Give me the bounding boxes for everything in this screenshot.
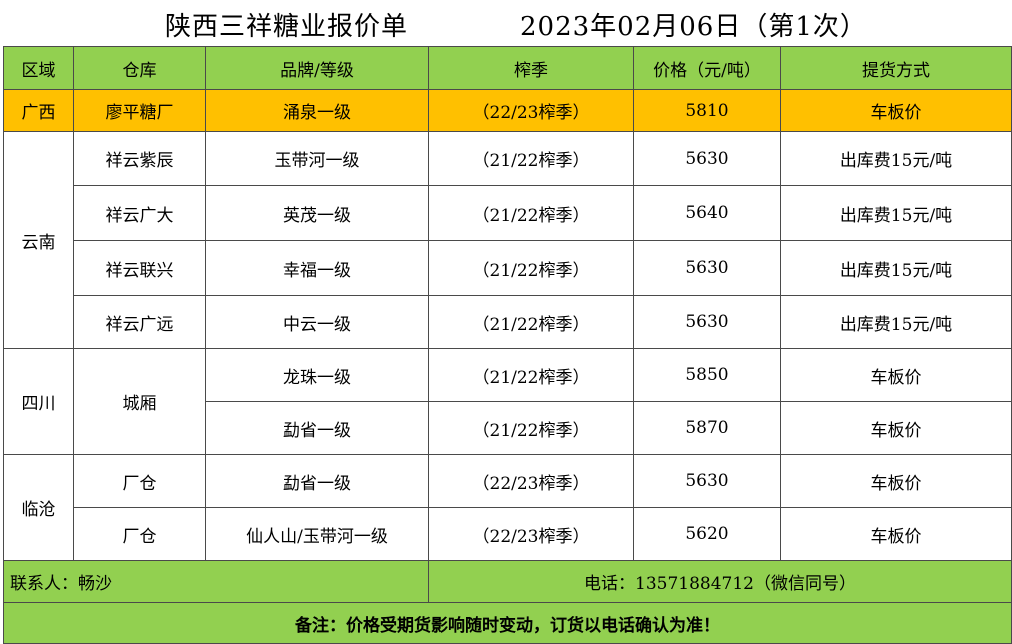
brand-cell: 仙人山/玉带河一级 xyxy=(205,507,429,561)
season-cell: （21/22榨季） xyxy=(428,295,634,349)
table-row: 广西 廖平糖厂 涌泉一级 （22/23榨季） 5810 车板价 xyxy=(3,89,1012,132)
remark-note: 备注：价格受期货影响随时变动，订货以电话确认为准！ xyxy=(3,602,1012,644)
document-title: 陕西三祥糖业报价单 xyxy=(165,12,409,42)
warehouse-cell: 厂仓 xyxy=(73,507,206,561)
brand-cell: 涌泉一级 xyxy=(205,89,429,132)
table-row: 祥云联兴 幸福一级 （21/22榨季） 5630 出库费15元/吨 xyxy=(4,240,1012,296)
price-cell: 5640 xyxy=(633,185,781,241)
price-cell: 5630 xyxy=(633,131,781,186)
document-title-bar: 陕西三祥糖业报价单 2023年02月06日（第1次） xyxy=(0,0,1012,46)
table-row: 祥云广远 中云一级 （21/22榨季） 5630 出库费15元/吨 xyxy=(4,295,1012,349)
season-cell: （22/23榨季） xyxy=(428,89,634,132)
pickup-cell: 出库费15元/吨 xyxy=(780,295,1012,349)
brand-cell: 英茂一级 xyxy=(205,185,429,241)
warehouse-cell: 祥云广远 xyxy=(73,295,206,349)
price-cell: 5630 xyxy=(633,240,781,296)
warehouse-cell: 祥云广大 xyxy=(73,185,206,241)
season-cell: （21/22榨季） xyxy=(428,348,634,402)
pickup-cell: 出库费15元/吨 xyxy=(780,240,1012,296)
region-cell: 云南 xyxy=(3,131,74,349)
season-cell: （21/22榨季） xyxy=(428,185,634,241)
note-row: 备注：价格受期货影响随时变动，订货以电话确认为准！ xyxy=(3,602,1012,644)
price-cell: 5850 xyxy=(633,348,781,402)
brand-cell: 龙珠一级 xyxy=(205,348,429,402)
region-cell: 四川 xyxy=(3,348,74,455)
price-cell: 5870 xyxy=(633,401,781,455)
price-cell: 5630 xyxy=(633,454,781,508)
warehouse-cell: 厂仓 xyxy=(73,454,206,508)
table-header-row: 区域 仓库 品牌/等级 榨季 价格（元/吨） 提货方式 xyxy=(3,46,1012,90)
warehouse-cell: 祥云紫辰 xyxy=(73,131,206,186)
document-date: 2023年02月06日（第1次） xyxy=(520,12,867,42)
brand-cell: 玉带河一级 xyxy=(205,131,429,186)
warehouse-cell: 廖平糖厂 xyxy=(73,89,206,132)
table-row: 临沧 厂仓 勐省一级 （22/23榨季） 5630 车板价 xyxy=(3,454,1012,561)
price-table: 区域 仓库 品牌/等级 榨季 价格（元/吨） 提货方式 广西 廖平糖厂 涌泉一级… xyxy=(3,46,1012,644)
brand-cell: 勐省一级 xyxy=(205,454,429,508)
season-cell: （21/22榨季） xyxy=(428,131,634,186)
column-header-brand: 品牌/等级 xyxy=(205,46,429,90)
column-header-price: 价格（元/吨） xyxy=(633,46,781,90)
season-cell: （21/22榨季） xyxy=(428,401,634,455)
brand-cell: 中云一级 xyxy=(205,295,429,349)
contact-phone: 电话：13571884712（微信同号） xyxy=(428,560,1012,603)
price-cell: 5630 xyxy=(633,295,781,349)
season-cell: （21/22榨季） xyxy=(428,240,634,296)
region-cell: 临沧 xyxy=(3,454,74,561)
pickup-cell: 出库费15元/吨 xyxy=(780,131,1012,186)
warehouse-cell: 祥云联兴 xyxy=(73,240,206,296)
column-header-pickup: 提货方式 xyxy=(780,46,1012,90)
table-row: 勐省一级 （21/22榨季） 5870 车板价 xyxy=(4,401,1012,455)
table-row: 祥云广大 英茂一级 （21/22榨季） 5640 出库费15元/吨 xyxy=(4,185,1012,241)
table-row: 四川 城厢 龙珠一级 （21/22榨季） 5850 车板价 xyxy=(3,348,1012,455)
pickup-cell: 车板价 xyxy=(780,454,1012,508)
pickup-cell: 出库费15元/吨 xyxy=(780,185,1012,241)
brand-cell: 勐省一级 xyxy=(205,401,429,455)
column-header-season: 榨季 xyxy=(428,46,634,90)
contact-row: 联系人：畅沙 电话：13571884712（微信同号） xyxy=(3,560,1012,603)
region-cell: 广西 xyxy=(3,89,74,132)
price-cell: 5620 xyxy=(633,507,781,561)
column-header-warehouse: 仓库 xyxy=(73,46,206,90)
season-cell: （22/23榨季） xyxy=(428,454,634,508)
pickup-cell: 车板价 xyxy=(780,89,1012,132)
warehouse-cell: 城厢 xyxy=(73,348,206,455)
price-cell: 5810 xyxy=(633,89,781,132)
table-row: 厂仓 仙人山/玉带河一级 （22/23榨季） 5620 车板价 xyxy=(4,507,1012,561)
pickup-cell: 车板价 xyxy=(780,348,1012,402)
brand-cell: 幸福一级 xyxy=(205,240,429,296)
pickup-cell: 车板价 xyxy=(780,401,1012,455)
season-cell: （22/23榨季） xyxy=(428,507,634,561)
column-header-region: 区域 xyxy=(3,46,74,90)
pickup-cell: 车板价 xyxy=(780,507,1012,561)
contact-person: 联系人：畅沙 xyxy=(3,560,429,603)
table-row: 云南 祥云紫辰 玉带河一级 （21/22榨季） 5630 出库费15元/吨 xyxy=(3,131,1012,349)
